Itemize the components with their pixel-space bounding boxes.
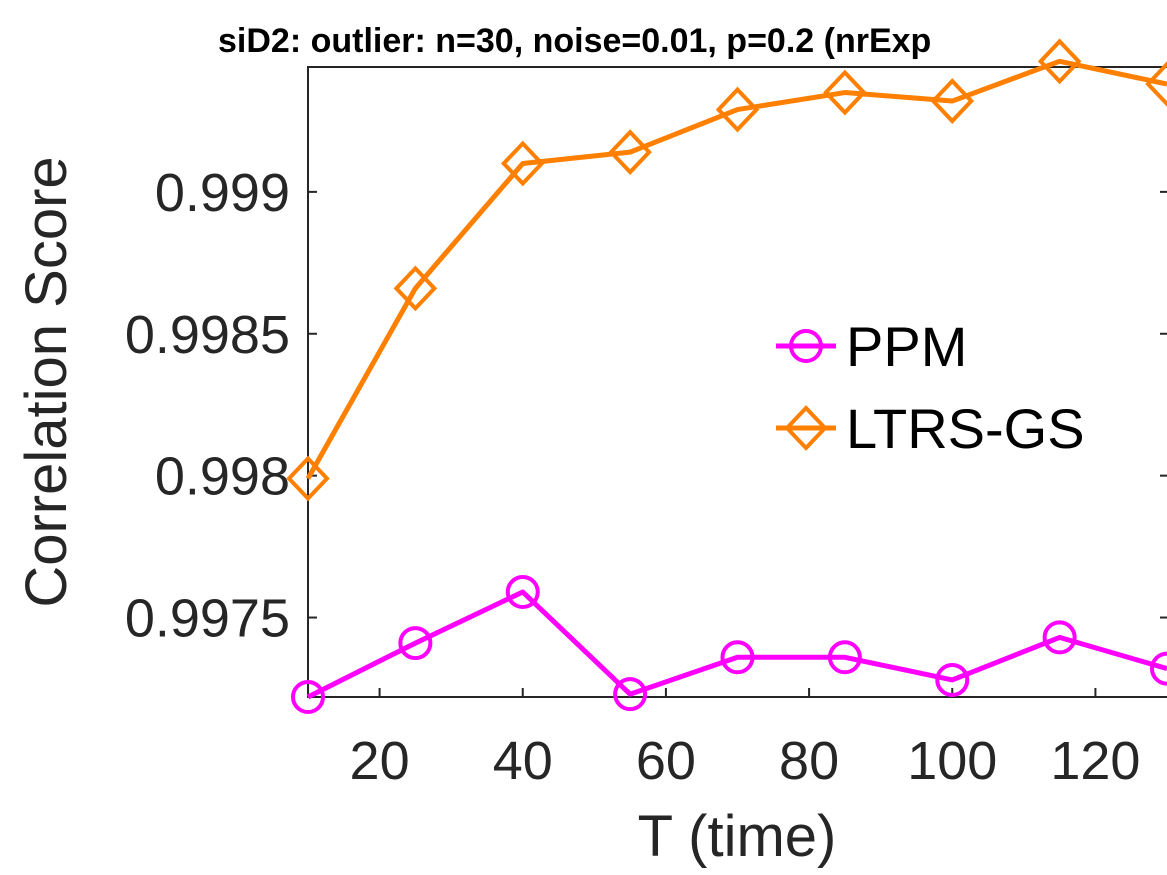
data-point-ppm	[291, 680, 325, 714]
series-group	[286, 38, 1167, 714]
x-axis-title: T (time)	[638, 804, 837, 869]
y-tick-label: 0.9975	[125, 589, 290, 649]
legend-label-ppm: PPM	[846, 315, 967, 378]
data-point-ppm	[1150, 651, 1167, 686]
series-ppm	[291, 575, 1167, 714]
chart-title: siD2: outlier: n=30, noise=0.01, p=0.2 (…	[218, 22, 931, 60]
series-line-ppm	[306, 589, 1167, 700]
series-ltrs-gs	[286, 38, 1167, 502]
x-tick-label: 120	[1050, 731, 1140, 791]
legend-label-ltrs-gs: LTRS-GS	[846, 397, 1085, 460]
axes-box	[307, 66, 1167, 698]
data-point-ltrs-gs	[608, 129, 652, 176]
data-point-ppm	[613, 677, 648, 712]
data-point-ppm	[398, 626, 433, 661]
x-tick-label: 20	[350, 731, 410, 791]
data-point-ltrs-gs	[1037, 38, 1082, 85]
data-point-ltrs-gs	[823, 69, 867, 116]
data-point-ppm	[1042, 620, 1077, 655]
data-point-ppm	[827, 640, 862, 675]
data-point-ltrs-gs	[1145, 61, 1167, 107]
y-tick-label: 0.999	[155, 163, 290, 223]
data-point-ltrs-gs	[500, 140, 545, 187]
data-point-ltrs-gs	[286, 455, 330, 502]
y-tick-label: 0.9985	[125, 305, 290, 365]
y-tick-label: 0.998	[155, 447, 290, 507]
data-point-ppm	[505, 575, 540, 609]
data-point-ltrs-gs	[393, 265, 438, 312]
axis-ticks: 20 40 60 80 100 120 0.9975 0.998 0.9985 0.999	[125, 163, 1167, 791]
legend-marker-ltrs-gs	[784, 405, 828, 451]
legend-marker-ppm	[789, 329, 823, 363]
data-point-ltrs-gs	[930, 78, 975, 124]
data-point-ltrs-gs	[715, 86, 760, 133]
y-axis-title: Correlation Score	[14, 156, 79, 607]
x-tick-label: 100	[907, 731, 997, 791]
x-tick-label: 40	[493, 731, 553, 791]
legend: PPM LTRS-GS	[776, 315, 1085, 460]
x-tick-label: 80	[779, 731, 839, 791]
data-point-ppm	[935, 662, 970, 697]
series-line-ltrs-gs	[305, 58, 1167, 480]
data-point-ppm	[720, 640, 755, 675]
x-tick-label: 60	[636, 731, 696, 791]
